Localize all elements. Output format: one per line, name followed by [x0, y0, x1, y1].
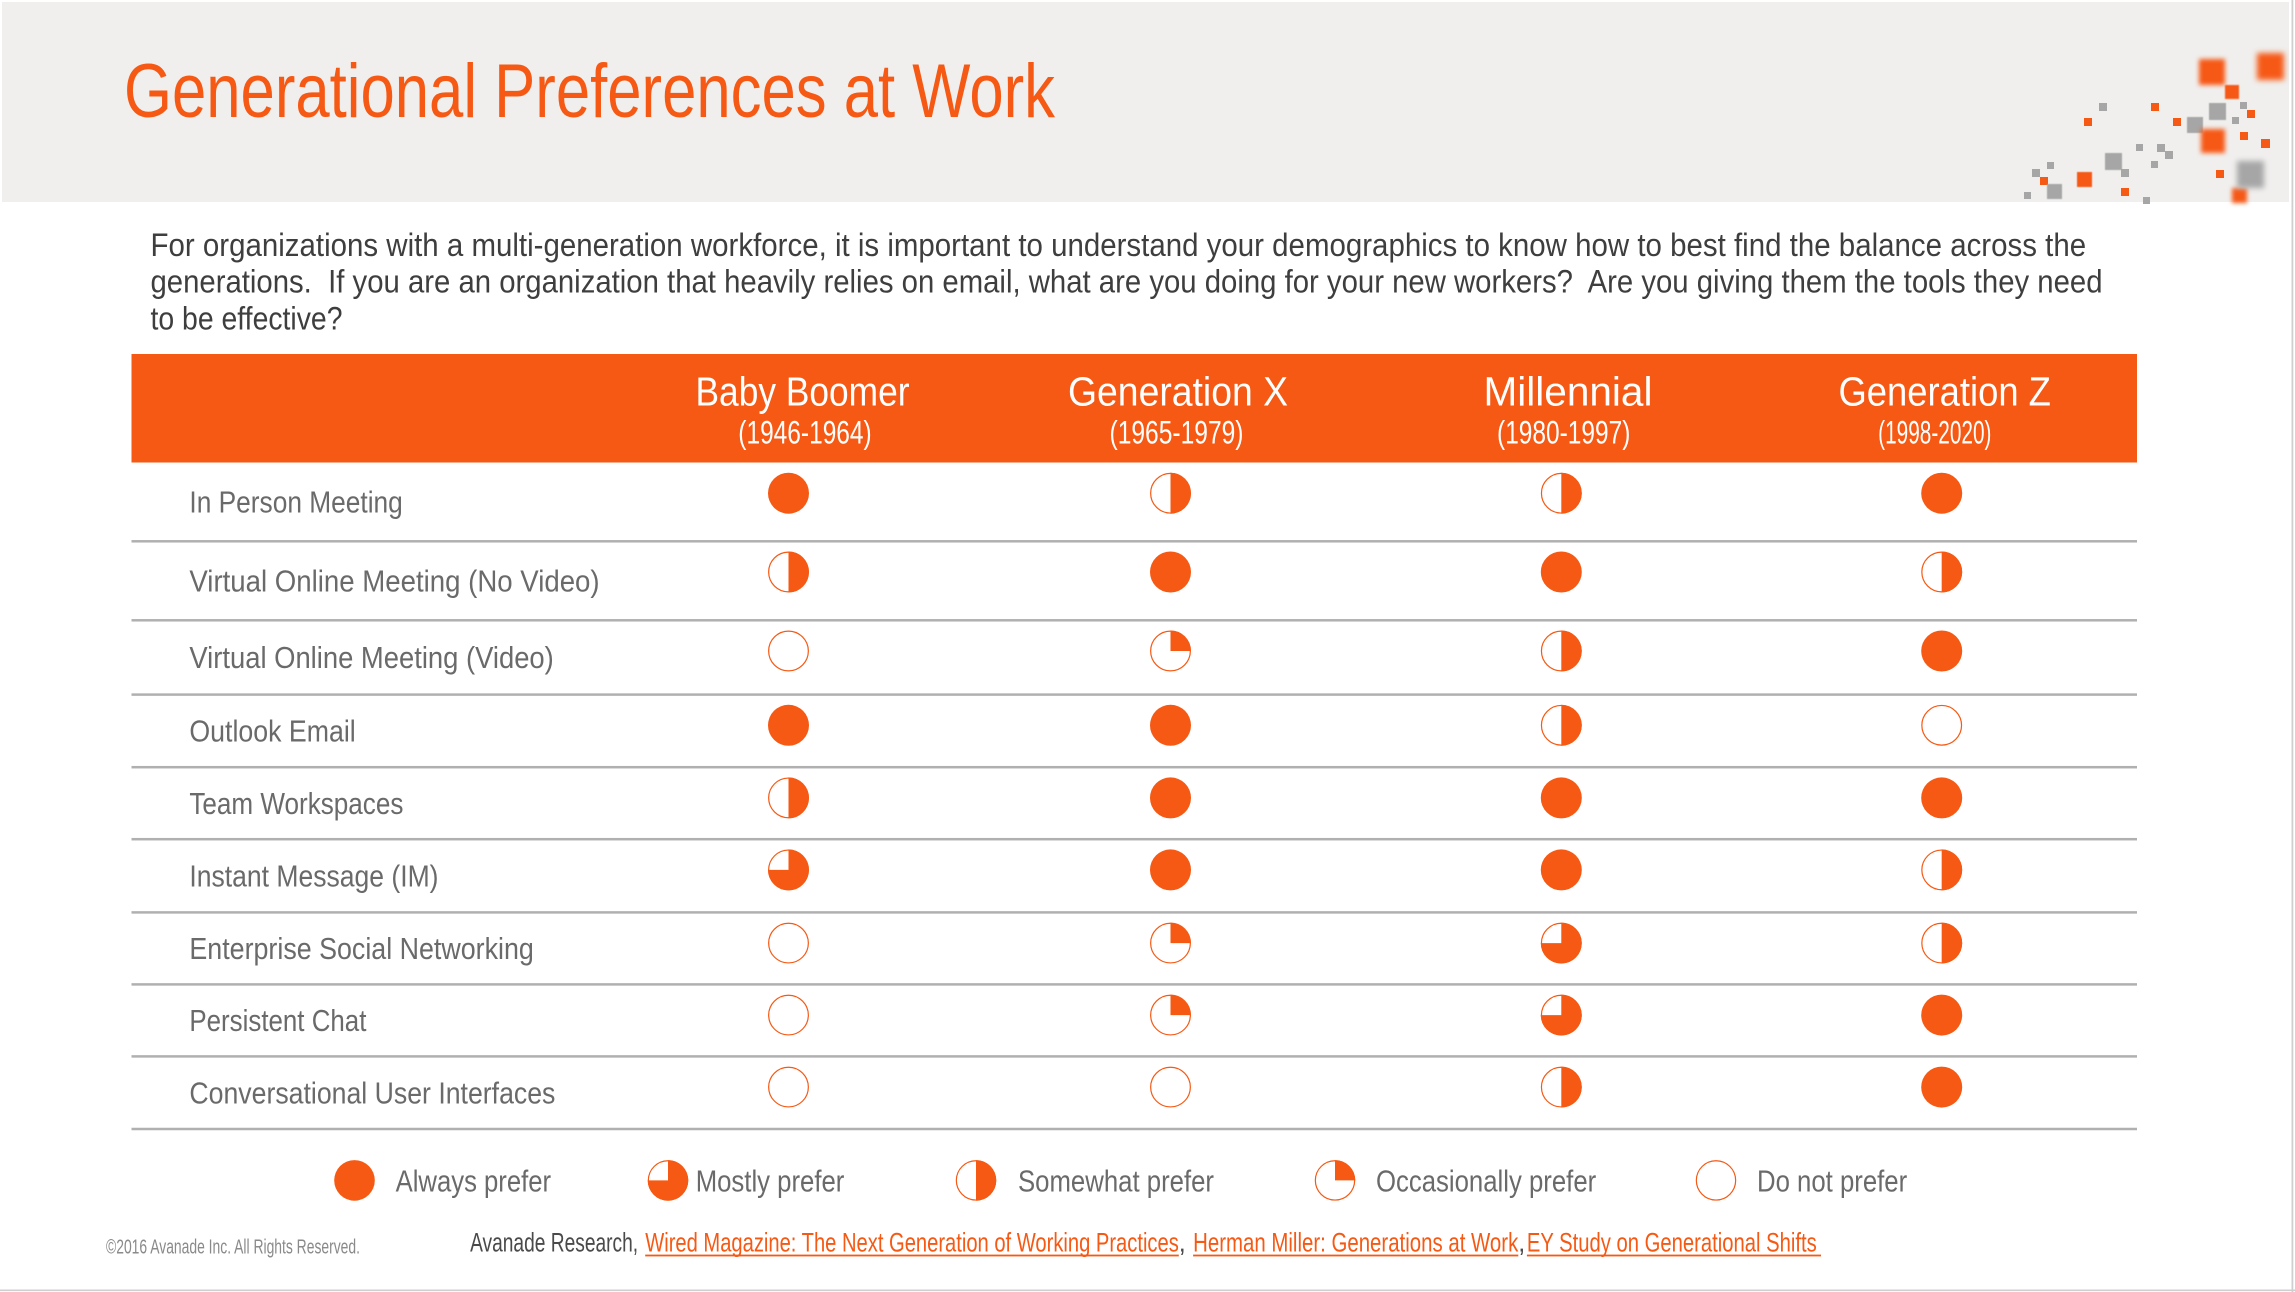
- svg-text:©2016 Avanade Inc. All Rights: ©2016 Avanade Inc. All Rights Reserved.: [106, 1235, 360, 1258]
- svg-text:Millennial: Millennial: [1484, 369, 1653, 415]
- svg-text:,: ,: [1518, 1227, 1525, 1257]
- svg-text:Always prefer: Always prefer: [396, 1164, 551, 1199]
- svg-text:(1946-1964): (1946-1964): [738, 415, 871, 451]
- svg-text:Conversational User Interfaces: Conversational User Interfaces: [189, 1075, 555, 1110]
- svg-text:(1998-2020): (1998-2020): [1878, 415, 1991, 451]
- svg-text:Do not prefer: Do not prefer: [1757, 1164, 1907, 1199]
- svg-text:(1980-1997): (1980-1997): [1497, 415, 1630, 451]
- svg-text:Virtual Online Meeting (No Vid: Virtual Online Meeting (No Video): [189, 564, 599, 599]
- svg-text:Enterprise Social Networking: Enterprise Social Networking: [189, 931, 533, 966]
- svg-text:Occasionally prefer: Occasionally prefer: [1376, 1164, 1596, 1199]
- svg-text:For organizations with a multi: For organizations with a multi-generatio…: [151, 227, 2087, 263]
- svg-text:Generation Z: Generation Z: [1839, 369, 2051, 415]
- svg-text:In Person Meeting: In Person Meeting: [189, 485, 402, 520]
- svg-text:Avanade Research,: Avanade Research,: [470, 1227, 638, 1257]
- svg-text:Baby Boomer: Baby Boomer: [696, 369, 910, 415]
- svg-text:generations. If you are an or: generations. If you are an organization …: [151, 264, 2103, 300]
- svg-text:Generation X: Generation X: [1068, 369, 1288, 415]
- svg-text:Team Workspaces: Team Workspaces: [189, 786, 403, 821]
- svg-text:Instant Message (IM): Instant Message (IM): [189, 859, 438, 894]
- svg-text:(1965-1979): (1965-1979): [1110, 415, 1244, 451]
- svg-text:to be effective?: to be effective?: [151, 300, 343, 336]
- svg-text:Generational Preferences at Wo: Generational Preferences at Work: [124, 49, 1056, 134]
- svg-text:,: ,: [1179, 1227, 1186, 1257]
- svg-text:Herman Miller: Generations at: Herman Miller: Generations at Work: [1193, 1227, 1519, 1257]
- svg-text:Persistent Chat: Persistent Chat: [189, 1003, 366, 1038]
- svg-text:Outlook Email: Outlook Email: [189, 714, 355, 749]
- svg-text:Somewhat prefer: Somewhat prefer: [1018, 1164, 1214, 1199]
- svg-text:EY Study on Generational Shift: EY Study on Generational Shifts: [1527, 1227, 1817, 1257]
- svg-text:Virtual Online Meeting (Video): Virtual Online Meeting (Video): [189, 640, 553, 675]
- svg-text:Wired Magazine: The Next Gener: Wired Magazine: The Next Generation of W…: [645, 1227, 1179, 1257]
- svg-text:Mostly prefer: Mostly prefer: [696, 1164, 845, 1199]
